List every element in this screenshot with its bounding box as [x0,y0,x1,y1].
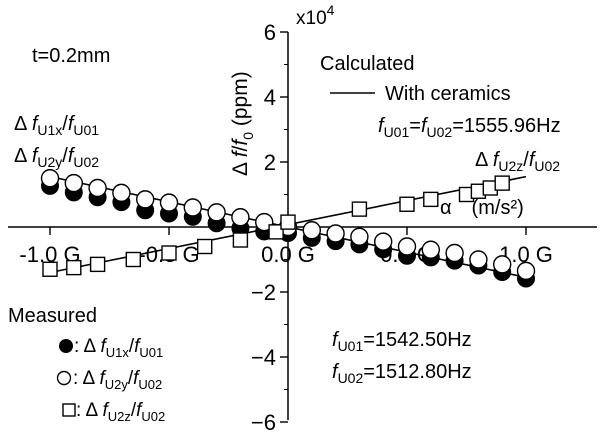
calculated-line-label: With ceramics [385,83,511,105]
open-circle-point [445,243,464,263]
open-square-point [125,251,142,268]
measured-item-3: : Δ fU2z/fU02 [76,400,165,424]
y-label-f: f [229,149,252,157]
open-circle-point [326,224,345,243]
y-tick-label: 6 [264,20,276,45]
y-label-f0-sub: 0 [240,132,256,140]
x-tick-label: 0.0 G [261,242,315,267]
x-axis-label: α (m/s²) [440,197,524,219]
legend-filled-circle [59,339,73,353]
open-square-point [89,256,106,273]
y-label-delta: Δ [229,157,252,176]
open-square-point [280,214,296,230]
open-circle-point [88,178,107,198]
open-circle-point [397,237,417,256]
open-square-point [399,196,415,212]
data-marks [40,169,536,288]
calculated-title: Calculated [320,53,415,75]
open-circle-point [350,227,369,246]
open-square-point [232,232,249,248]
y-axis-label: Δ f/f0 (ppm) [229,71,256,176]
open-square-point [66,259,82,276]
y-tick-label: −6 [251,410,276,435]
open-circle-point [40,169,60,188]
open-square-point [161,245,177,261]
open-circle-point [469,250,488,269]
open-circle-point [135,190,155,209]
measured-frequency-2: fU02=1512.80Hz [332,361,472,386]
measured-item-2: : Δ fU2y/fU02 [73,368,162,392]
y-tick-label: −2 [251,280,276,305]
open-circle-point [421,240,440,259]
open-square-point [423,191,439,208]
open-circle-point [231,208,250,227]
thickness-label: t=0.2mm [32,45,110,67]
open-circle-point [64,173,84,193]
open-square-point [268,224,284,240]
measured-frequency-1: fU01=1542.50Hz [332,329,472,354]
y-label-f0: f [229,138,252,146]
open-square-point [494,175,510,191]
left-series-label-1: Δ fU1x/fU01 [14,113,99,138]
y-label-unit: (ppm) [229,71,252,132]
open-square-point [351,201,368,217]
y-tick-label: −4 [251,345,276,370]
open-circle-point [374,232,393,251]
calculated-frequency: fU01=fU02=1555.96Hz [378,115,561,140]
y-tick-label: 4 [264,85,276,110]
open-circle-point [159,193,179,212]
open-circle-point [112,183,131,203]
open-circle-point [183,198,203,217]
open-square-point [196,238,213,255]
open-square-point [42,261,58,277]
measured-title: Measured [8,305,97,327]
open-circle-point [516,261,536,281]
legend-open-circle [56,370,72,386]
open-circle-point [493,255,512,274]
open-circle-point [207,203,226,222]
right-series-label: Δ fU2z/fU02 [475,149,560,174]
y-multiplier: x104 [296,2,335,29]
left-series-label-2: Δ fU2y/fU02 [14,145,99,170]
y-ticks: −6 −4 −2 2 4 6 [251,20,288,435]
legend-open-square [62,403,76,417]
measured-item-1: : Δ fU1x/fU01 [74,336,163,360]
open-circle-point [302,221,321,240]
y-tick-label: 2 [264,150,276,175]
